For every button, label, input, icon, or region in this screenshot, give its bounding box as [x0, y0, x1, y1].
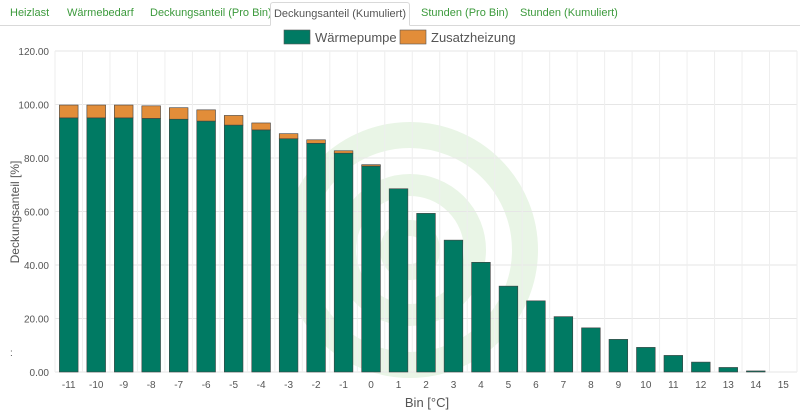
bar-waermepumpe[interactable]: [443, 239, 464, 373]
x-tick-labels: -11 -10 -9 -8 -7 -6 -5 -4 -3 -2 -1 0 1 2 3 4 5 6 7 8 9 10 11 12…: [62, 380, 789, 391]
x-tick-label: -4: [257, 380, 266, 391]
bar-waermepumpe[interactable]: [718, 367, 738, 373]
footnote-mark: :: [10, 348, 13, 359]
x-tick-label: 13: [723, 380, 735, 391]
bar-waermepumpe[interactable]: [141, 118, 161, 373]
bar-waermepumpe[interactable]: [691, 361, 711, 373]
bar-waermepumpe[interactable]: [114, 117, 134, 373]
x-axis-label: Bin [°C]: [405, 395, 449, 410]
y-tick-label: 40.00: [24, 261, 49, 272]
bar-waermepumpe[interactable]: [278, 138, 299, 373]
bar-waermepumpe[interactable]: [636, 347, 656, 373]
tab-stunden-pro-bin[interactable]: Stunden (Pro Bin): [421, 7, 509, 19]
x-tick-label: -8: [147, 380, 156, 391]
x-tick-label: 11: [668, 380, 679, 391]
bar-zusatzheizung[interactable]: [59, 104, 79, 119]
x-tick-label: 12: [695, 380, 707, 391]
bar-waermepumpe[interactable]: [306, 142, 326, 373]
tab-stunden-kumuliert[interactable]: Stunden (Kumuliert): [520, 7, 618, 19]
bar-zusatzheizung[interactable]: [169, 107, 189, 120]
x-tick-label: -2: [312, 380, 321, 391]
bar-waermepumpe[interactable]: [663, 355, 683, 373]
bar-waermepumpe[interactable]: [169, 118, 189, 373]
x-tick-label: -6: [202, 380, 211, 391]
bars: [59, 104, 766, 373]
x-tick-label: 7: [561, 380, 567, 391]
x-tick-label: 0: [368, 380, 374, 391]
bar-waermepumpe[interactable]: [333, 152, 354, 373]
bar-zusatzheizung[interactable]: [333, 150, 354, 154]
bar-waermepumpe[interactable]: [581, 327, 601, 373]
tab-deckungsanteil-kumuliert[interactable]: Deckungsanteil (Kumuliert): [270, 2, 410, 26]
bar-waermepumpe[interactable]: [196, 120, 216, 373]
bar-waermepumpe[interactable]: [608, 339, 629, 373]
y-tick-label: 0.00: [30, 368, 50, 379]
tab-waermebedarf[interactable]: Wärmebedarf: [67, 7, 134, 19]
y-tick-label: 80.00: [24, 154, 49, 165]
tab-bar: Heizlast Wärmebedarf Deckungsanteil (Pro…: [0, 0, 800, 26]
x-tick-label: -5: [229, 380, 238, 391]
bar-waermepumpe[interactable]: [526, 300, 546, 373]
bar-waermepumpe[interactable]: [553, 316, 574, 373]
y-tick-label: 60.00: [24, 208, 49, 219]
bar-waermepumpe[interactable]: [223, 124, 244, 373]
legend-label-zusatzheizung[interactable]: Zusatzheizung: [431, 30, 516, 45]
bar-waermepumpe[interactable]: [416, 213, 436, 373]
x-tick-label: 10: [640, 380, 652, 391]
bar-zusatzheizung[interactable]: [361, 164, 381, 167]
y-tick-label: 100.00: [18, 101, 49, 112]
tab-deckungsanteil-pro-bin[interactable]: Deckungsanteil (Pro Bin): [150, 7, 272, 19]
x-tick-label: 4: [478, 380, 484, 391]
bar-waermepumpe[interactable]: [471, 262, 491, 373]
bar-zusatzheizung[interactable]: [86, 104, 106, 119]
bar-zusatzheizung[interactable]: [196, 109, 216, 122]
bar-waermepumpe[interactable]: [746, 370, 766, 373]
bar-waermepumpe[interactable]: [388, 188, 409, 373]
bar-zusatzheizung[interactable]: [141, 105, 161, 119]
x-tick-label: 2: [423, 380, 429, 391]
legend[interactable]: Wärmepumpe Zusatzheizung: [283, 29, 516, 45]
bar-zusatzheizung[interactable]: [251, 122, 271, 131]
x-tick-label: 5: [506, 380, 512, 391]
legend-label-waermepumpe[interactable]: Wärmepumpe: [315, 30, 397, 45]
bar-waermepumpe[interactable]: [59, 117, 79, 373]
y-tick-label: 20.00: [24, 315, 49, 326]
x-tick-label: -9: [119, 380, 128, 391]
y-axis-label: Deckungsanteil [%]: [8, 161, 22, 264]
x-tick-label: 1: [396, 380, 402, 391]
x-tick-label: 8: [588, 380, 594, 391]
y-tick-label: 120.00: [18, 47, 49, 58]
x-tick-label: 9: [616, 380, 622, 391]
bar-waermepumpe[interactable]: [86, 117, 106, 373]
x-tick-label: -1: [339, 380, 348, 391]
x-tick-label: -3: [284, 380, 293, 391]
x-tick-label: -10: [89, 380, 104, 391]
x-tick-label: -7: [174, 380, 183, 391]
bar-waermepumpe[interactable]: [361, 165, 381, 373]
x-tick-label: 6: [533, 380, 539, 391]
x-tick-label: 15: [778, 380, 790, 391]
tab-heizlast[interactable]: Heizlast: [10, 7, 50, 19]
bar-zusatzheizung[interactable]: [223, 115, 244, 126]
x-tick-label: -11: [62, 380, 76, 391]
y-tick-labels: 0.00 20.00 40.00 60.00 80.00 100.00 120.00: [18, 47, 49, 379]
bar-zusatzheizung[interactable]: [278, 133, 299, 140]
bar-zusatzheizung[interactable]: [306, 139, 326, 144]
x-tick-label: 14: [750, 380, 762, 391]
legend-swatch-zusatzheizung[interactable]: [399, 29, 427, 45]
bar-waermepumpe[interactable]: [498, 285, 519, 373]
bar-waermepumpe[interactable]: [251, 129, 271, 373]
legend-swatch-waermepumpe[interactable]: [283, 29, 311, 45]
x-tick-label: 3: [451, 380, 457, 391]
bar-zusatzheizung[interactable]: [114, 104, 134, 119]
